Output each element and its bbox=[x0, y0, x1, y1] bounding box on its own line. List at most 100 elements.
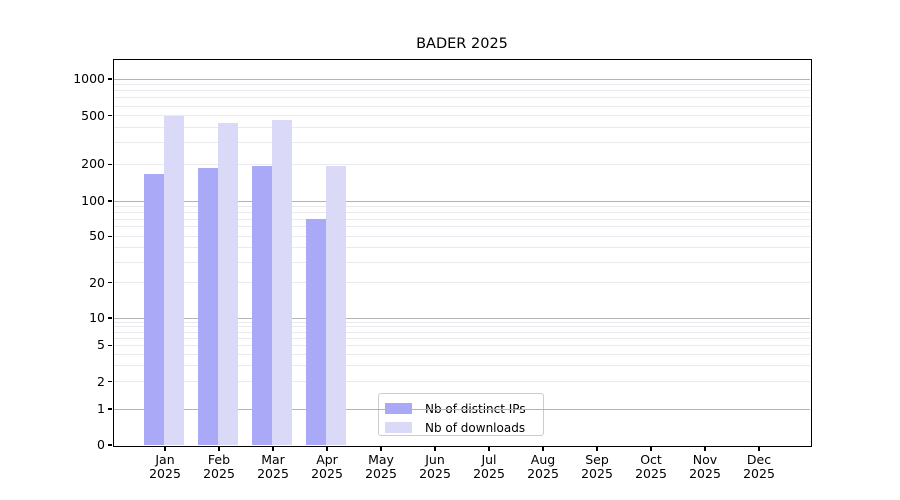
year-label: 2025 bbox=[527, 465, 559, 481]
year-label: 2025 bbox=[203, 465, 235, 481]
x-axis-tick bbox=[758, 446, 760, 451]
month-label: Dec bbox=[746, 452, 772, 467]
month-label: Mar bbox=[261, 452, 285, 467]
gridline-major bbox=[114, 200, 810, 202]
month-label: Aug bbox=[530, 452, 556, 467]
month-label: Nov bbox=[692, 452, 718, 467]
x-axis-tick bbox=[272, 446, 274, 451]
x-axis-tick-label: Mar 2025 bbox=[243, 453, 303, 480]
gridline-major bbox=[114, 78, 810, 80]
x-axis-tick-label: Jan 2025 bbox=[135, 453, 195, 480]
x-axis-tick bbox=[164, 446, 166, 451]
y-axis-tick-label: 200 bbox=[81, 156, 105, 172]
y-axis-tick bbox=[108, 344, 112, 347]
x-axis-tick-label: Feb 2025 bbox=[189, 453, 249, 480]
x-axis-tick bbox=[704, 446, 706, 451]
plot-frame bbox=[112, 58, 812, 447]
x-axis-tick bbox=[596, 446, 598, 451]
x-axis-tick bbox=[326, 446, 328, 451]
x-axis-tick bbox=[434, 446, 436, 451]
gridline-minor bbox=[114, 326, 810, 328]
gridline-minor bbox=[114, 344, 810, 346]
year-label: 2025 bbox=[473, 465, 505, 481]
x-axis-tick bbox=[650, 446, 652, 451]
year-label: 2025 bbox=[149, 465, 181, 481]
bar-distinct-ips bbox=[306, 219, 326, 445]
year-label: 2025 bbox=[581, 465, 613, 481]
y-axis-tick bbox=[108, 200, 112, 202]
x-axis-tick-label: Oct 2025 bbox=[621, 453, 681, 480]
y-axis-tick-label: 1 bbox=[97, 401, 105, 416]
year-label: 2025 bbox=[311, 465, 343, 481]
x-axis-tick-label: Apr 2025 bbox=[297, 453, 357, 480]
y-axis-tick-label: 20 bbox=[89, 274, 105, 290]
y-axis-tick-label: 10 bbox=[89, 310, 105, 325]
x-axis-tick bbox=[218, 446, 220, 451]
gridline-minor bbox=[114, 247, 810, 249]
month-label: Jun bbox=[425, 452, 445, 467]
gridline-minor bbox=[114, 205, 810, 207]
x-axis-tick-label: Sep 2025 bbox=[567, 453, 627, 480]
chart-title: BADER 2025 bbox=[416, 36, 508, 52]
gridline-minor bbox=[114, 235, 810, 237]
year-label: 2025 bbox=[635, 465, 667, 481]
year-label: 2025 bbox=[257, 465, 289, 481]
y-axis-tick-label: 0 bbox=[97, 437, 105, 452]
x-axis-tick bbox=[380, 446, 382, 451]
y-axis-tick-label: 100 bbox=[81, 193, 105, 208]
month-label: Oct bbox=[640, 452, 662, 467]
x-axis-tick bbox=[542, 446, 544, 451]
gridline-major bbox=[114, 408, 810, 410]
gridline-minor bbox=[114, 163, 810, 165]
gridline-minor bbox=[114, 142, 810, 144]
x-axis-tick bbox=[488, 446, 490, 451]
gridline-minor bbox=[114, 365, 810, 367]
month-label: May bbox=[368, 452, 394, 467]
gridline-major bbox=[114, 317, 810, 319]
month-label: Jul bbox=[481, 452, 497, 467]
bar-downloads bbox=[326, 166, 346, 445]
gridline-minor bbox=[114, 282, 810, 284]
gridline-minor bbox=[114, 84, 810, 86]
gridline-minor bbox=[114, 97, 810, 99]
year-label: 2025 bbox=[689, 465, 721, 481]
gridline-minor bbox=[114, 226, 810, 228]
month-label: Feb bbox=[207, 452, 231, 467]
month-label: Jan bbox=[155, 452, 175, 467]
bar-downloads bbox=[164, 115, 184, 445]
y-axis-tick-label: 5 bbox=[97, 337, 105, 353]
x-axis-tick-label: Aug 2025 bbox=[513, 453, 573, 480]
gridline-minor bbox=[114, 381, 810, 383]
year-label: 2025 bbox=[743, 465, 775, 481]
gridline-minor bbox=[114, 353, 810, 355]
month-label: Apr bbox=[316, 452, 338, 467]
legend-item: Nb of downloads bbox=[385, 418, 535, 437]
year-label: 2025 bbox=[365, 465, 397, 481]
gridline-minor bbox=[114, 90, 810, 92]
gridline-minor bbox=[114, 127, 810, 129]
y-axis-tick bbox=[108, 282, 112, 284]
x-axis-tick-label: Jul 2025 bbox=[459, 453, 519, 480]
gridline-minor bbox=[114, 211, 810, 213]
x-axis-tick-label: Jun 2025 bbox=[405, 453, 465, 480]
x-axis-tick-label: Dec 2025 bbox=[729, 453, 789, 480]
y-axis-tick bbox=[108, 408, 112, 410]
gridline-minor bbox=[114, 261, 810, 263]
y-axis-tick bbox=[108, 444, 112, 446]
gridline-minor bbox=[114, 331, 810, 333]
gridline-minor bbox=[114, 218, 810, 220]
y-axis-tick-label: 500 bbox=[81, 107, 105, 123]
x-axis-tick-label: Nov 2025 bbox=[675, 453, 735, 480]
legend-label: Nb of downloads bbox=[425, 420, 526, 435]
bar-distinct-ips bbox=[198, 168, 218, 445]
y-axis-tick-label: 50 bbox=[89, 228, 105, 244]
y-axis-tick bbox=[108, 235, 112, 237]
gridline-minor bbox=[114, 105, 810, 107]
y-axis-tick bbox=[108, 115, 112, 117]
y-axis-tick bbox=[108, 163, 112, 165]
y-axis-tick-label: 2 bbox=[97, 373, 105, 389]
year-label: 2025 bbox=[419, 465, 451, 481]
bar-distinct-ips bbox=[144, 174, 164, 445]
month-label: Sep bbox=[585, 452, 609, 467]
x-axis-tick-label: May 2025 bbox=[351, 453, 411, 480]
